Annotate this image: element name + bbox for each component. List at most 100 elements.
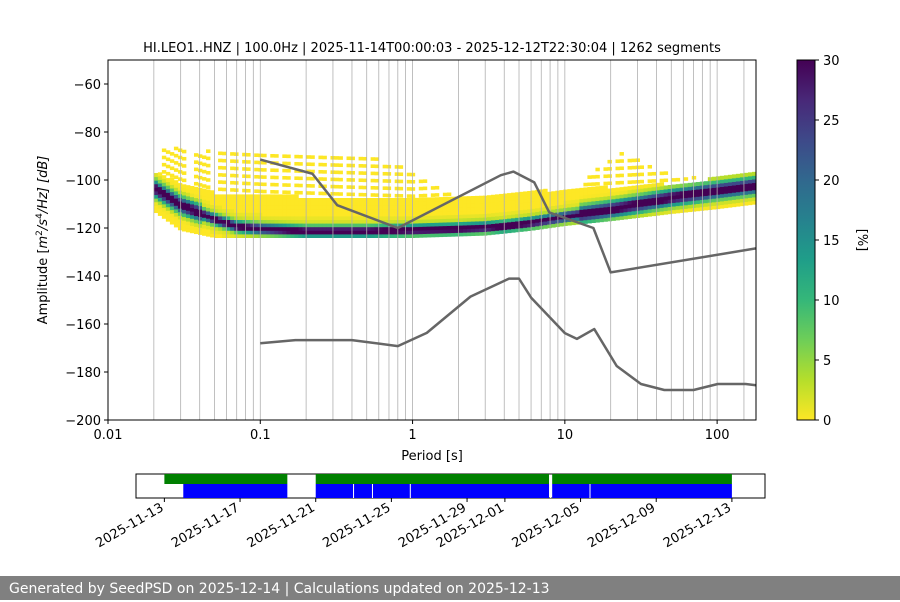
heatmap-cell <box>390 226 396 231</box>
heatmap-cell <box>342 223 347 228</box>
heatmap-cell <box>479 224 484 229</box>
heatmap-cell <box>679 194 685 199</box>
heatmap-cell <box>587 187 592 192</box>
heatmap-cell <box>527 219 532 224</box>
heatmap-cell <box>723 200 729 205</box>
heatmap-cell <box>466 217 472 222</box>
heatmap-cell <box>434 193 440 197</box>
heatmap-cell <box>334 156 339 160</box>
heatmap-cell <box>177 162 183 167</box>
heatmap-cell <box>362 226 367 231</box>
heatmap-cell <box>318 169 323 174</box>
heatmap-cell <box>591 175 596 179</box>
heatmap-cell <box>703 202 709 207</box>
heatmap-cell <box>270 208 275 213</box>
heatmap-cell <box>322 177 327 181</box>
heatmap-cell <box>193 226 199 231</box>
heatmap-cell <box>523 223 528 228</box>
heatmap-cell <box>627 193 632 198</box>
heatmap-cell <box>503 211 508 216</box>
heatmap-cell <box>519 206 524 211</box>
heatmap-cell <box>346 230 351 235</box>
heatmap-cell <box>354 205 359 210</box>
heatmap-cell <box>189 222 195 227</box>
heatmap-cell <box>274 201 279 206</box>
heatmap-cell <box>623 193 628 198</box>
heatmap-cell <box>242 216 247 220</box>
heatmap-cell <box>298 154 303 159</box>
heatmap-cell <box>515 213 520 218</box>
heatmap-cell <box>595 207 600 212</box>
heatmap-cell <box>278 223 283 228</box>
heatmap-cell <box>218 158 223 163</box>
heatmap-cell <box>318 212 323 217</box>
heatmap-cell <box>378 205 384 210</box>
heatmap-cell <box>631 210 636 215</box>
heatmap-column <box>551 191 556 228</box>
heatmap-cell <box>547 224 552 229</box>
heatmap-column <box>587 175 592 224</box>
heatmap-cell <box>715 197 721 202</box>
heatmap-cell <box>358 192 363 197</box>
heatmap-cell <box>250 226 255 231</box>
heatmap-cell <box>671 188 677 193</box>
heatmap-cell <box>531 204 536 209</box>
heatmap-cell <box>731 203 737 208</box>
heatmap-cell <box>567 192 572 197</box>
heatmap-cell <box>623 215 628 220</box>
heatmap-cell <box>202 162 207 167</box>
heatmap-column <box>458 196 464 237</box>
heatmap-cell <box>374 212 380 217</box>
heatmap-cell <box>358 226 363 231</box>
heatmap-cell <box>655 186 661 191</box>
heatmap-cell <box>663 185 669 190</box>
heatmap-cell <box>487 209 492 214</box>
heatmap-cell <box>495 208 500 213</box>
heatmap-cell <box>238 208 243 213</box>
heatmap-cell <box>563 189 568 194</box>
heatmap-cell <box>390 208 396 213</box>
heatmap-cell <box>274 182 279 187</box>
heatmap-cell <box>402 226 408 231</box>
heatmap-cell <box>266 212 271 217</box>
heatmap-cell <box>306 169 311 174</box>
heatmap-cell <box>358 230 363 235</box>
heatmap-cell <box>153 180 159 185</box>
heatmap-cell <box>378 198 384 202</box>
heatmap-cell <box>595 218 600 223</box>
heatmap-cell <box>426 233 432 238</box>
heatmap-cell <box>238 226 243 231</box>
heatmap-cell <box>503 193 508 198</box>
heatmap-cell <box>470 203 476 208</box>
heatmap-cell <box>647 194 653 199</box>
heatmap-cell <box>398 212 404 217</box>
heatmap-cell <box>270 190 275 194</box>
heatmap-cell <box>218 201 223 206</box>
timeline-tick-label: 2025-11-25 <box>320 500 393 551</box>
heatmap-cell <box>314 208 319 213</box>
heatmap-cell <box>250 212 255 217</box>
heatmap-cell <box>615 201 620 206</box>
heatmap-cell <box>683 183 689 188</box>
heatmap-cell <box>675 205 681 210</box>
heatmap-cell <box>507 225 512 230</box>
heatmap-cell <box>438 229 444 234</box>
heatmap-cell <box>230 201 235 206</box>
heatmap-cell <box>298 201 303 206</box>
heatmap-cell <box>727 200 733 205</box>
heatmap-cell <box>551 205 556 210</box>
heatmap-column <box>511 192 516 233</box>
heatmap-cell <box>270 182 275 187</box>
heatmap-cell <box>294 161 299 166</box>
heatmap-column <box>406 172 412 238</box>
heatmap-cell <box>238 216 243 220</box>
heatmap-cell <box>193 208 199 213</box>
heatmap-cell <box>286 230 291 235</box>
heatmap-cell <box>198 223 203 228</box>
heatmap-cell <box>591 197 596 202</box>
heatmap-cell <box>210 233 215 238</box>
heatmap-cell <box>161 214 167 219</box>
heatmap-cell <box>739 202 745 207</box>
heatmap-cell <box>422 215 428 220</box>
heatmap-cell <box>334 177 339 182</box>
